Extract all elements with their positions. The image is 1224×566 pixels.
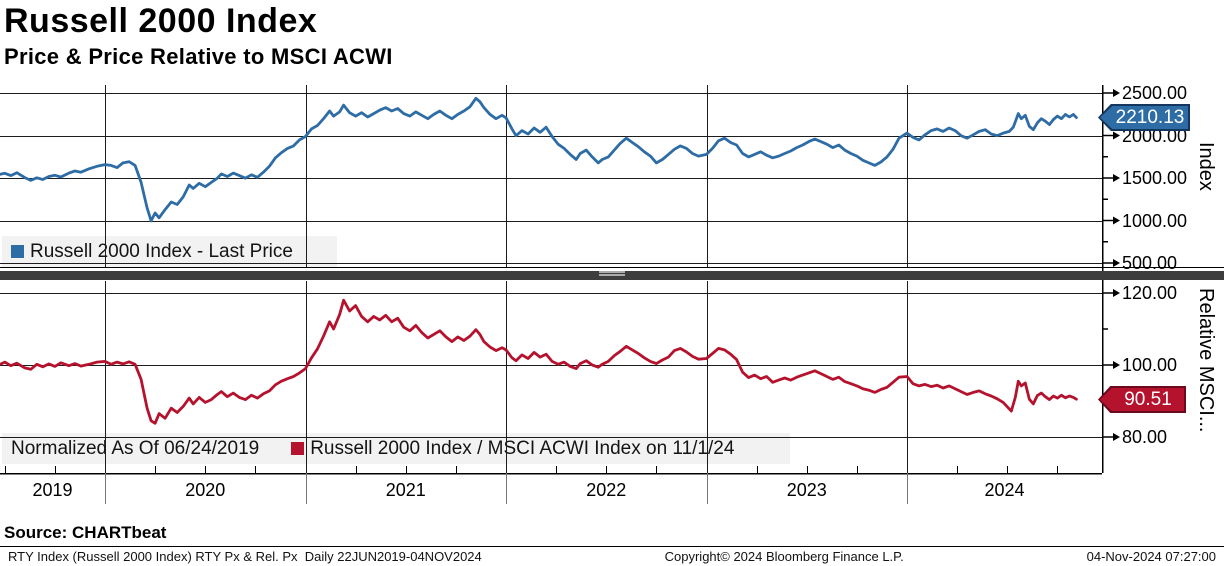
- legend-normalized-note: Normalized As Of 06/24/2019: [11, 437, 260, 459]
- series-line: [0, 298, 1078, 425]
- last-relative-value: 90.51: [1124, 388, 1172, 410]
- chart-canvas: [0, 85, 1120, 504]
- splitter-bar: [0, 271, 1224, 280]
- footer-divider: [0, 546, 1224, 547]
- last-price-value: 2210.13: [1115, 106, 1185, 128]
- footer-meta-center: Copyright© 2024 Bloomberg Finance L.P.: [664, 549, 904, 564]
- y-axis-title-relative: Relative MSCI...: [1195, 288, 1217, 433]
- y-tick-arrow-icon: [1113, 216, 1120, 225]
- last-price-badge-relative: 90.51: [1098, 386, 1186, 413]
- y-tick-arrow-icon: [1113, 289, 1120, 297]
- splitter-grip-icon: [599, 271, 625, 276]
- legend-relative-label: Russell 2000 Index / MSCI ACWI Index on …: [310, 437, 735, 459]
- last-price-badge-index-fill: 2210.13: [1100, 106, 1188, 129]
- y-tick-arrow-icon: [1113, 174, 1120, 182]
- footer-meta: RTY Index (Russell 2000 Index) RTY Px & …: [0, 549, 1224, 564]
- splitter-top-line: [0, 267, 1224, 268]
- legend-price: Russell 2000 Index - Last Price: [2, 236, 337, 267]
- footer-meta-left: RTY Index (Russell 2000 Index) RTY Px & …: [8, 549, 482, 564]
- y-tick-arrow-icon: [1113, 433, 1120, 441]
- y-axis-title-index: Index: [1195, 142, 1217, 191]
- y-tick-arrow-icon: [1113, 259, 1120, 267]
- series-line: [0, 96, 1078, 223]
- legend-price-label: Russell 2000 Index - Last Price: [30, 240, 293, 262]
- legend-swatch-blue-icon: [11, 245, 24, 258]
- y-tick-arrow-icon: [1113, 361, 1120, 369]
- source-label: Source: CHARTbeat: [4, 523, 167, 542]
- legend-swatch-red-icon: [291, 442, 305, 455]
- y-tick-arrow-icon: [1113, 131, 1120, 140]
- panel-splitter[interactable]: [0, 267, 1224, 281]
- y-tick-arrow-icon: [1113, 89, 1120, 97]
- legend-relative: Normalized As Of 06/24/2019 Russell 2000…: [2, 433, 790, 464]
- last-price-badge-relative-fill: 90.51: [1100, 388, 1184, 411]
- page-subtitle: Price & Price Relative to MSCI ACWI: [4, 44, 393, 69]
- footer-meta-right: 04-Nov-2024 07:27:00: [1086, 549, 1216, 564]
- last-price-badge-index: 2210.13: [1098, 104, 1190, 131]
- page-title: Russell 2000 Index: [4, 2, 318, 40]
